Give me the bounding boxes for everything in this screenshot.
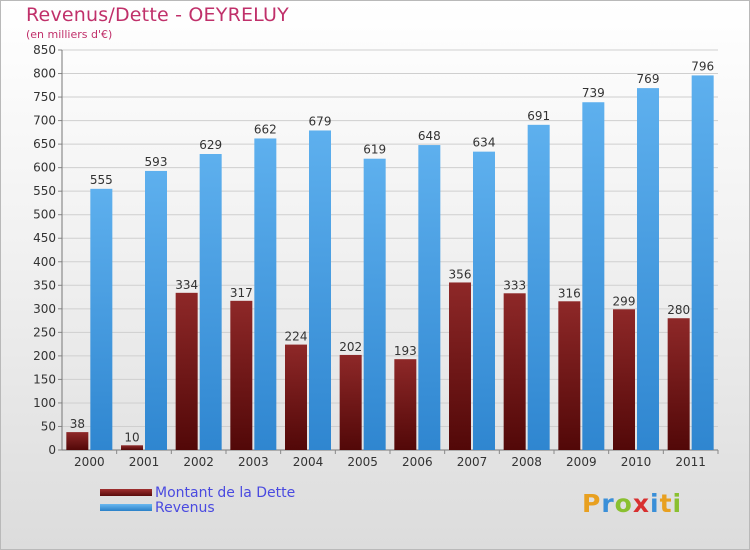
- data-label-revenus-2003: 662: [254, 122, 277, 136]
- y-tick-label: 350: [33, 278, 56, 292]
- bar-revenus-2002: [199, 154, 222, 450]
- y-tick-label: 150: [33, 372, 56, 386]
- chart-title: Revenus/Dette - OEYRELUY: [26, 4, 289, 26]
- legend-swatch-dette: [100, 489, 152, 496]
- bar-dette-2002: [175, 292, 198, 450]
- bar-dette-2006: [394, 359, 417, 450]
- x-tick-label: 2007: [457, 455, 488, 469]
- y-tick-label: 550: [33, 184, 56, 198]
- data-label-revenus-2000: 555: [90, 173, 113, 187]
- data-label-dette-2005: 202: [339, 340, 362, 354]
- data-label-revenus-2010: 769: [637, 72, 660, 86]
- data-label-revenus-2005: 619: [363, 143, 386, 157]
- bar-revenus-2003: [254, 138, 277, 450]
- bar-dette-2009: [558, 301, 581, 450]
- logo-letter: P: [582, 489, 602, 518]
- logo-letter: r: [601, 489, 615, 518]
- logo-letter: o: [614, 489, 633, 518]
- y-tick-label: 300: [33, 302, 56, 316]
- legend-label-dette: Montant de la Dette: [155, 485, 296, 501]
- data-label-revenus-2011: 796: [691, 59, 714, 73]
- y-tick-label: 450: [33, 231, 56, 245]
- bar-revenus-2011: [691, 75, 714, 450]
- bar-dette-2001: [121, 445, 143, 450]
- data-label-dette-2006: 193: [394, 344, 417, 358]
- logo-letter: i: [650, 489, 660, 518]
- x-tick-label: 2009: [566, 455, 597, 469]
- x-tick-label: 2006: [402, 455, 433, 469]
- x-tick-label: 2003: [238, 455, 269, 469]
- y-tick-label: 650: [33, 137, 56, 151]
- data-label-dette-2007: 356: [449, 267, 472, 281]
- bar-revenus-2010: [637, 88, 659, 450]
- y-tick-label: 850: [33, 43, 56, 57]
- data-label-dette-2000: 38: [70, 417, 85, 431]
- bar-dette-2007: [449, 282, 471, 450]
- logo-letter: t: [659, 489, 673, 518]
- x-tick-label: 2010: [621, 455, 652, 469]
- data-label-dette-2004: 224: [285, 330, 308, 344]
- y-tick-label: 750: [33, 90, 56, 104]
- data-label-dette-2009: 316: [558, 286, 581, 300]
- bar-dette-2011: [667, 318, 690, 450]
- x-tick-label: 2005: [347, 455, 378, 469]
- bar-dette-2000: [66, 432, 89, 450]
- data-label-revenus-2004: 679: [309, 114, 332, 128]
- data-label-revenus-2009: 739: [582, 86, 605, 100]
- bar-revenus-2001: [145, 170, 167, 451]
- bar-revenus-2000: [90, 188, 113, 450]
- bar-revenus-2006: [418, 145, 441, 450]
- x-tick-label: 2008: [511, 455, 542, 469]
- x-tick-label: 2000: [74, 455, 105, 469]
- data-label-dette-2003: 317: [230, 286, 253, 300]
- y-tick-label: 0: [48, 443, 56, 457]
- data-label-revenus-2001: 593: [145, 155, 168, 169]
- data-label-dette-2002: 334: [175, 278, 198, 292]
- y-tick-label: 400: [33, 255, 56, 269]
- data-label-revenus-2002: 629: [199, 138, 222, 152]
- bar-dette-2010: [613, 309, 635, 450]
- y-tick-label: 800: [33, 67, 56, 81]
- bar-dette-2005: [339, 354, 362, 450]
- y-tick-label: 250: [33, 325, 56, 339]
- x-tick-label: 2001: [129, 455, 160, 469]
- bar-dette-2003: [230, 300, 253, 450]
- y-tick-label: 50: [41, 419, 56, 433]
- x-tick-label: 2011: [675, 455, 706, 469]
- chart-subtitle: (en milliers d'€): [26, 28, 113, 41]
- y-tick-label: 600: [33, 161, 56, 175]
- data-label-dette-2008: 333: [503, 278, 526, 292]
- y-tick-label: 500: [33, 208, 56, 222]
- data-label-dette-2001: 10: [124, 430, 139, 444]
- legend-swatch-revenus: [100, 504, 152, 511]
- data-label-revenus-2006: 648: [418, 129, 441, 143]
- y-tick-label: 200: [33, 349, 56, 363]
- logo-letter: i: [672, 489, 683, 518]
- logo-letter: x: [632, 489, 650, 518]
- bar-revenus-2004: [309, 130, 331, 450]
- y-tick-label: 100: [33, 396, 56, 410]
- bar-revenus-2009: [582, 102, 605, 450]
- bar-dette-2008: [503, 293, 526, 450]
- x-tick-label: 2004: [293, 455, 324, 469]
- y-tick-label: 700: [33, 114, 56, 128]
- legend-label-revenus: Revenus: [155, 500, 215, 516]
- x-tick-label: 2002: [183, 455, 214, 469]
- proxiti-logo: Proxiti: [582, 489, 682, 518]
- bar-revenus-2007: [473, 151, 495, 450]
- data-label-revenus-2007: 634: [473, 136, 496, 150]
- bar-revenus-2008: [527, 124, 550, 450]
- data-label-revenus-2008: 691: [527, 109, 550, 123]
- bar-dette-2004: [285, 344, 307, 450]
- bar-revenus-2005: [363, 158, 386, 451]
- data-label-dette-2011: 280: [667, 303, 690, 317]
- data-label-dette-2010: 299: [613, 294, 636, 308]
